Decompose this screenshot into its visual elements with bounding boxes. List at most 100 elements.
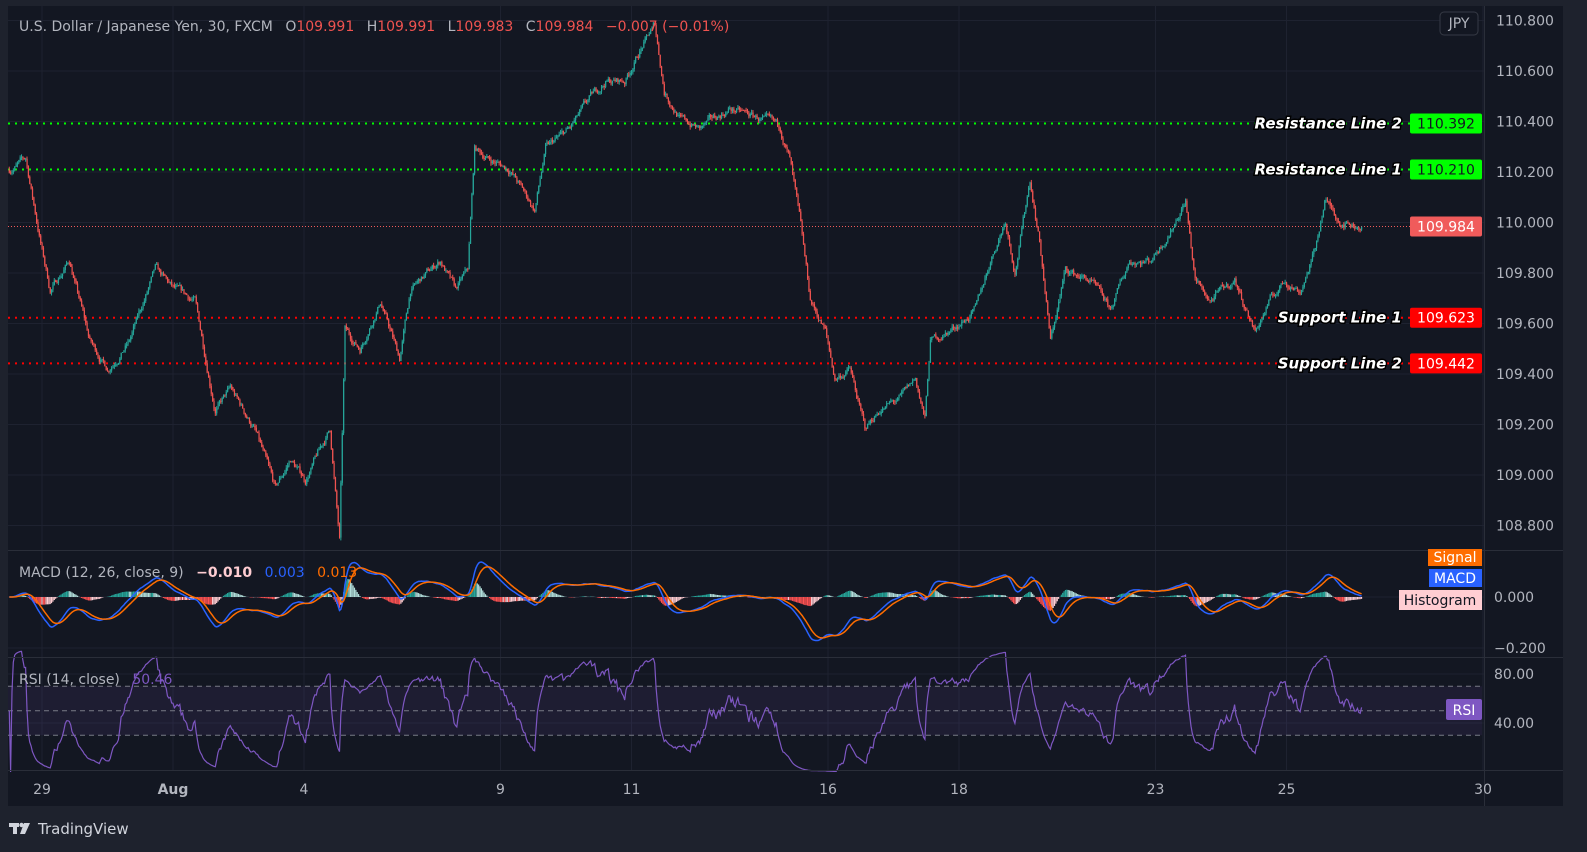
signal-line	[9, 566, 1362, 639]
candle	[139, 310, 141, 312]
rsi-legend[interactable]: RSI (14, close) 50.46	[19, 672, 173, 688]
candle	[1326, 199, 1329, 202]
currency-button[interactable]: JPY	[1439, 11, 1479, 36]
candle	[362, 344, 364, 348]
time-axis[interactable]: 29 Aug 4 9 11 16 18 23 25 30	[33, 782, 1492, 798]
candle	[262, 446, 264, 450]
candle	[457, 283, 459, 289]
candle	[1052, 327, 1054, 332]
candle	[169, 281, 171, 283]
rsi-title: RSI (14, close)	[19, 672, 120, 688]
candle	[52, 284, 54, 290]
candle	[822, 323, 824, 325]
candle	[296, 467, 298, 468]
candle	[906, 384, 908, 389]
candle	[27, 166, 30, 177]
candle	[1049, 328, 1052, 339]
rsi-indicator	[8, 650, 1363, 773]
candle	[51, 289, 53, 293]
symbol-legend[interactable]: U.S. Dollar / Japanese Yen, 30, FXCM O10…	[19, 19, 729, 35]
candle	[429, 270, 431, 272]
candle	[1105, 299, 1108, 300]
candle	[1133, 263, 1135, 264]
candle	[343, 379, 345, 434]
candle	[240, 404, 242, 406]
candle	[1025, 205, 1027, 213]
candle	[695, 124, 697, 128]
level-name: Resistance Line 1	[1255, 160, 1402, 178]
candle	[1346, 222, 1348, 224]
candle	[72, 274, 75, 279]
candle	[914, 377, 917, 380]
candle	[793, 172, 795, 180]
candle	[789, 151, 791, 158]
candle	[433, 265, 435, 268]
candle	[143, 300, 146, 305]
macd-signal-value: 0.013	[317, 565, 357, 581]
candle	[1198, 280, 1200, 284]
candle	[973, 306, 975, 310]
candle	[583, 101, 585, 104]
macd-legend[interactable]: MACD (12, 26, close, 9) −0.010 0.003 0.0…	[19, 565, 357, 581]
candle	[1059, 295, 1061, 302]
candle	[927, 379, 929, 397]
candle	[1200, 283, 1202, 287]
candle	[124, 345, 126, 351]
candle	[405, 313, 408, 321]
candle	[94, 344, 96, 351]
tradingview-logo[interactable]: TradingView	[9, 820, 129, 838]
candle	[1358, 226, 1360, 230]
candle	[130, 336, 132, 341]
candle	[358, 346, 360, 349]
candle	[714, 115, 716, 118]
candle	[259, 439, 262, 443]
candle	[1152, 260, 1154, 262]
candle	[195, 296, 197, 304]
candle	[452, 277, 454, 279]
candle	[12, 170, 15, 173]
candle	[308, 473, 311, 478]
candle	[618, 79, 620, 83]
candle	[367, 334, 369, 340]
candle	[614, 79, 616, 82]
candle	[1202, 286, 1204, 292]
price-axis[interactable]: 110.800 110.600 110.400 110.200 110.000 109.8…	[1496, 14, 1554, 535]
candle	[555, 137, 558, 139]
candle	[746, 110, 749, 114]
horizontal-levels[interactable]: Resistance Line 2 Resistance Line 1 Suppor…	[8, 113, 1484, 374]
candle	[423, 275, 425, 278]
candle	[1294, 288, 1296, 290]
candle	[938, 339, 940, 340]
candle	[1355, 228, 1357, 230]
candle	[688, 123, 690, 125]
candle	[560, 132, 562, 135]
candle	[624, 82, 626, 85]
candle	[393, 337, 395, 340]
candle	[1164, 244, 1166, 247]
candle	[1033, 202, 1035, 208]
candle	[1347, 222, 1349, 223]
candle	[1324, 200, 1326, 211]
candle	[884, 406, 887, 410]
candle	[502, 165, 504, 167]
candle	[755, 115, 757, 118]
candle	[1084, 275, 1086, 277]
candle	[781, 132, 783, 139]
candle	[79, 297, 81, 301]
candle	[532, 205, 534, 211]
candle	[697, 125, 700, 127]
candle	[1074, 274, 1076, 276]
candle	[852, 372, 854, 378]
candle	[474, 146, 476, 174]
candle	[666, 93, 668, 99]
candle	[386, 313, 388, 320]
candle	[946, 332, 948, 335]
candle	[1101, 290, 1103, 295]
candle	[1221, 284, 1224, 286]
candle	[959, 325, 962, 327]
candle	[236, 394, 238, 398]
candle	[351, 338, 353, 344]
candle	[774, 118, 776, 121]
candle	[480, 152, 483, 155]
